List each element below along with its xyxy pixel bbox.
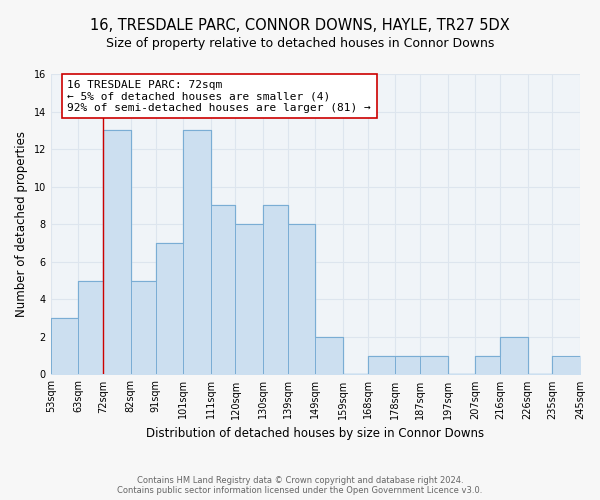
Bar <box>420 356 448 374</box>
Y-axis label: Number of detached properties: Number of detached properties <box>15 131 28 317</box>
Bar <box>316 337 343 374</box>
Text: 16 TRESDALE PARC: 72sqm
← 5% of detached houses are smaller (4)
92% of semi-deta: 16 TRESDALE PARC: 72sqm ← 5% of detached… <box>67 80 371 113</box>
Bar <box>553 356 580 374</box>
Text: 16, TRESDALE PARC, CONNOR DOWNS, HAYLE, TR27 5DX: 16, TRESDALE PARC, CONNOR DOWNS, HAYLE, … <box>90 18 510 32</box>
Bar <box>131 280 155 374</box>
Bar <box>288 224 316 374</box>
Bar <box>103 130 131 374</box>
Bar <box>500 337 527 374</box>
Bar <box>368 356 395 374</box>
Text: Contains HM Land Registry data © Crown copyright and database right 2024.
Contai: Contains HM Land Registry data © Crown c… <box>118 476 482 495</box>
Bar <box>475 356 500 374</box>
Bar <box>183 130 211 374</box>
Bar <box>235 224 263 374</box>
Bar <box>51 318 79 374</box>
Bar <box>395 356 420 374</box>
X-axis label: Distribution of detached houses by size in Connor Downs: Distribution of detached houses by size … <box>146 427 484 440</box>
Bar <box>263 206 288 374</box>
Bar <box>155 243 183 374</box>
Bar <box>79 280 103 374</box>
Bar <box>211 206 235 374</box>
Text: Size of property relative to detached houses in Connor Downs: Size of property relative to detached ho… <box>106 38 494 51</box>
